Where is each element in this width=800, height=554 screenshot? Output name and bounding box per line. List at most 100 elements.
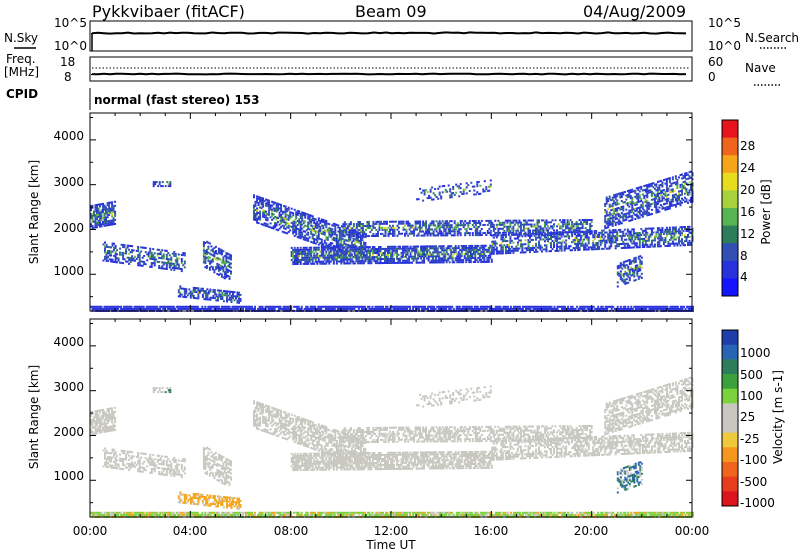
power-cell (519, 221, 522, 224)
power-cell (625, 242, 628, 245)
power-cell (391, 259, 394, 262)
power-cell (480, 246, 483, 249)
power-cell (161, 255, 164, 258)
power-cell (256, 209, 259, 212)
power-cell (325, 258, 328, 261)
power-cell (252, 307, 255, 310)
power-cell (589, 307, 592, 310)
power-cell (650, 229, 653, 232)
power-cell (268, 225, 271, 228)
power-cell (349, 238, 352, 241)
power-cell (446, 220, 449, 223)
power-cell (195, 305, 198, 308)
power-cell (444, 230, 447, 233)
power-cell (392, 234, 394, 237)
power-cell (371, 250, 374, 253)
power-cell (207, 305, 210, 308)
power-cell (590, 230, 593, 233)
power-cell (361, 260, 364, 263)
power-cell (148, 305, 151, 308)
power-cell (491, 242, 494, 245)
power-cell (160, 185, 163, 188)
power-cell (91, 227, 94, 229)
power-cell (632, 240, 635, 243)
power-cell (122, 244, 125, 246)
power-cell (464, 307, 467, 310)
power-cell (298, 252, 301, 255)
power-cell (646, 233, 649, 236)
power-cell (608, 217, 611, 220)
power-cell (390, 220, 393, 223)
power-cell (353, 242, 356, 245)
power-cell (365, 252, 368, 255)
power-cell (515, 249, 518, 252)
power-cell (510, 233, 513, 236)
power-cell (381, 247, 383, 250)
power-cell (114, 257, 117, 260)
power-cell (475, 244, 478, 247)
power-cell (328, 233, 331, 236)
power-cell (684, 234, 686, 237)
power-cell (96, 307, 98, 310)
power-cell (399, 245, 401, 248)
power-cell (610, 245, 613, 248)
power-cell (570, 307, 573, 310)
power-cell (532, 232, 534, 235)
power-cell (278, 215, 281, 218)
power-cell (313, 221, 316, 224)
power-cell (372, 224, 375, 227)
power-cell (299, 237, 302, 240)
power-cell (370, 262, 373, 265)
power-cell (352, 223, 355, 226)
power-cell (616, 201, 619, 204)
power-cell (399, 257, 401, 260)
power-cell (333, 307, 336, 310)
power-cell (111, 244, 114, 247)
power-cell (390, 253, 392, 256)
power-cell (527, 239, 530, 242)
power-cell (436, 251, 439, 254)
power-cell (611, 214, 614, 217)
power-cell (541, 305, 544, 308)
power-cell (105, 218, 107, 221)
power-cell (167, 183, 170, 186)
power-cell (563, 241, 566, 244)
power-cell (122, 252, 125, 255)
power-cell (405, 251, 407, 254)
power-cell (492, 246, 495, 249)
power-cell (472, 257, 475, 259)
power-cell (299, 223, 302, 226)
power-cell (640, 198, 643, 200)
power-cell (350, 258, 353, 261)
power-cell (499, 305, 502, 308)
power-cell (465, 247, 468, 249)
power-cell (222, 305, 225, 308)
power-cell (405, 261, 407, 264)
power-cell (601, 307, 604, 310)
power-cell (449, 230, 452, 233)
power-cell (137, 246, 140, 248)
power-cell (566, 227, 569, 230)
power-cell (394, 251, 397, 254)
power-cell (529, 305, 532, 308)
power-cell (113, 254, 116, 257)
power-cell (216, 262, 219, 265)
power-cell (403, 247, 406, 250)
power-cell (123, 244, 126, 247)
power-cell (159, 305, 162, 308)
power-cell (216, 264, 219, 267)
power-cell (581, 225, 584, 228)
power-cell (587, 246, 590, 249)
power-cell (165, 266, 168, 268)
power-cell (376, 307, 378, 310)
cpid-text: normal (fast stereo) 153 (94, 93, 260, 107)
power-cell (91, 212, 94, 215)
power-cell (289, 211, 292, 214)
power-cell (358, 223, 361, 225)
power-cell (414, 222, 417, 225)
power-cell (311, 260, 314, 263)
power-cell (314, 258, 317, 261)
power-cell (530, 232, 533, 235)
power-cell (513, 233, 516, 236)
power-cell (361, 233, 364, 236)
